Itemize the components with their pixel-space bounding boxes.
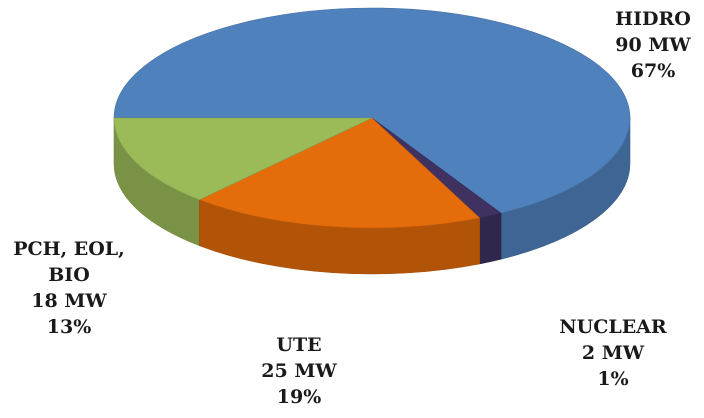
slice-side [479,212,502,265]
slice-label: HIDRO 90 MW 67% [583,6,704,84]
slice-label: NUCLEAR 2 MW 1% [548,314,678,392]
label-value: 2 MW [581,342,645,364]
label-share: 13% [46,316,92,338]
label-share: 19% [276,386,322,408]
label-category: HIDRO [615,8,691,30]
label-category: UTE [276,334,322,356]
label-category: PCH, EOL, BIO [13,238,125,286]
label-category: NUCLEAR [559,316,667,338]
slice-label: UTE 25 MW 19% [244,332,354,410]
label-share: 67% [630,60,676,82]
label-value: 25 MW [261,360,337,382]
label-value: 90 MW [615,34,691,56]
label-share: 1% [597,368,629,390]
label-value: 18 MW [31,290,107,312]
slice [113,117,373,201]
slice-label: PCH, EOL, BIO 18 MW 13% [4,236,134,340]
slice [113,7,631,214]
slice [198,117,481,229]
